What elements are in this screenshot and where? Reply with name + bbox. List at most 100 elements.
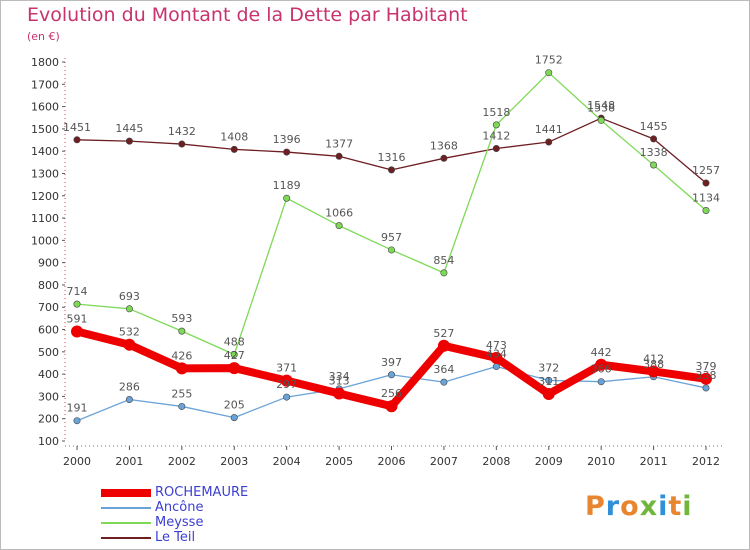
brand-logo: Proxiti [585,491,693,522]
data-point [71,325,83,338]
data-label: 1408 [220,130,248,143]
data-label: 427 [224,349,245,362]
legend-swatch [101,489,151,497]
data-label: 397 [381,356,402,369]
legend: ROCHEMAURE Ancône Meysse Le Teil [101,486,401,546]
legend-swatch [101,537,151,539]
data-label: 693 [119,290,140,303]
data-label: 1134 [692,191,720,204]
x-tick-label: 2008 [482,455,510,468]
data-point [283,194,291,202]
data-point [175,362,188,375]
data-point [542,387,555,400]
data-label: 1445 [115,122,143,135]
x-tick-label: 2009 [535,455,563,468]
data-point [280,374,293,387]
data-point [490,351,503,364]
data-point [702,384,710,392]
data-label: 593 [171,312,192,325]
y-tick-label: 1800 [31,56,59,69]
y-tick-label: 1200 [31,190,59,203]
data-label: 1752 [535,54,563,67]
data-label: 372 [538,361,559,374]
data-label: 1257 [692,164,720,177]
x-tick-label: 2002 [168,455,196,468]
x-tick-label: 2011 [640,455,668,468]
data-label: 388 [643,358,664,371]
data-point [440,269,448,277]
data-label: 1451 [63,121,91,134]
data-point [387,246,395,254]
unit-label: (en €) [27,30,60,43]
data-label: 191 [67,402,88,415]
data-label: 256 [381,387,402,400]
legend-item: ROCHEMAURE [101,486,401,501]
data-point [650,161,658,169]
data-label: 1368 [430,139,458,152]
data-label: 364 [433,363,454,376]
legend-item: Ancône [101,501,401,516]
data-point [178,327,186,335]
data-point [228,362,241,375]
data-label: 334 [329,370,350,383]
data-point [125,137,133,145]
data-point [595,358,608,371]
data-point [647,365,660,378]
legend-item: Le Teil [101,531,401,546]
data-point [440,378,448,386]
data-label: 714 [67,285,88,298]
data-point [437,339,450,352]
data-point [440,154,448,162]
x-tick-label: 2007 [430,455,458,468]
data-label: 412 [643,352,664,365]
data-label: 366 [591,363,612,376]
data-label: 442 [591,346,612,359]
data-point [230,414,238,422]
data-label: 854 [433,254,454,267]
data-point [125,305,133,313]
y-tick-label: 1500 [31,123,59,136]
data-point [545,69,553,77]
data-point [545,138,553,146]
data-label: 426 [171,349,192,362]
data-label: 488 [224,335,245,348]
data-point [597,116,605,124]
data-label: 1432 [168,125,196,138]
y-tick-label: 400 [38,368,59,381]
chart-title: Evolution du Montant de la Dette par Hab… [27,4,468,26]
x-tick-label: 2006 [378,455,406,468]
legend-item: Meysse [101,516,401,531]
series-group [71,69,712,425]
data-point [700,372,712,385]
legend-swatch [101,507,151,509]
y-tick-label: 100 [38,435,59,448]
data-label: 205 [224,399,245,412]
data-point [283,393,291,401]
data-label: 338 [696,369,717,382]
data-label: 1377 [325,137,353,150]
data-point [283,148,291,156]
data-point [73,136,81,144]
data-point [387,166,395,174]
data-label: 297 [276,378,297,391]
data-label: 311 [538,375,559,388]
y-tick-label: 900 [38,257,59,270]
legend-label: Le Teil [155,530,196,545]
data-point [387,371,395,379]
data-label: 527 [433,327,454,340]
data-point [702,179,710,187]
data-point [123,338,136,351]
data-label: 434 [486,348,507,361]
data-point [73,417,81,425]
legend-label: Meysse [155,515,204,530]
data-label: 286 [119,381,140,394]
axes: 100 200 300 400 500 600 700 800 900 1000 1100 1200 1… [31,56,722,468]
data-point [178,402,186,410]
data-point [335,222,343,230]
data-label: 532 [119,326,140,339]
data-point [73,300,81,308]
y-tick-label: 200 [38,413,59,426]
data-label: 1441 [535,123,563,136]
data-point [125,396,133,404]
